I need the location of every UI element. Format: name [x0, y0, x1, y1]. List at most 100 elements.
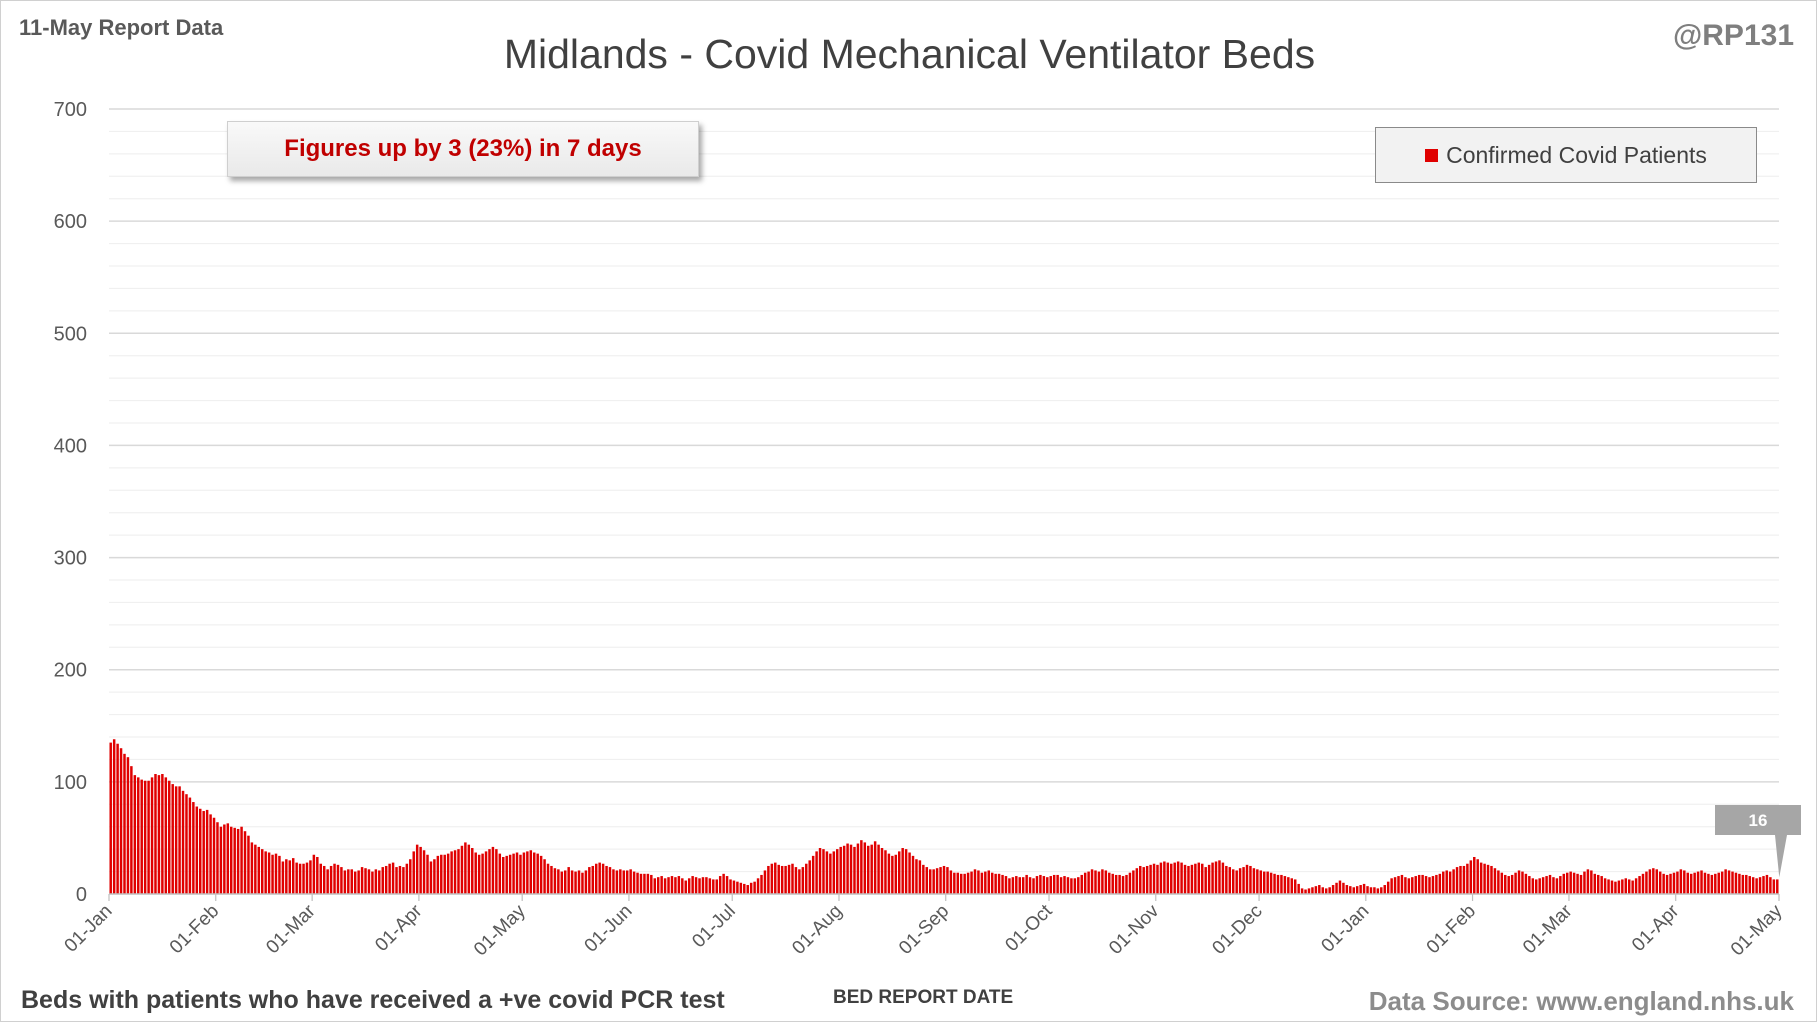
bar — [670, 876, 674, 894]
bar — [1572, 872, 1576, 894]
bar — [1610, 880, 1614, 894]
bar — [474, 852, 477, 894]
bar — [1156, 864, 1159, 894]
bar — [1490, 865, 1493, 894]
bar — [1311, 887, 1314, 894]
bar — [1163, 861, 1166, 894]
bar — [1283, 876, 1287, 894]
bar — [1476, 859, 1479, 894]
bar — [347, 869, 350, 894]
x-tick-label: 01-May — [1727, 900, 1787, 960]
bar — [780, 865, 784, 894]
bar — [897, 851, 901, 894]
bar — [1538, 878, 1541, 894]
bar — [715, 879, 718, 894]
bar — [477, 854, 481, 894]
bar — [484, 851, 488, 894]
bar — [281, 861, 285, 894]
bar — [1672, 872, 1676, 894]
bar — [415, 844, 419, 894]
bar — [770, 863, 774, 894]
bar — [663, 878, 667, 894]
bar — [467, 844, 471, 894]
bar — [1052, 874, 1056, 894]
bar — [326, 869, 329, 894]
bar — [935, 868, 939, 894]
bar — [867, 845, 870, 894]
bar — [1717, 872, 1720, 894]
bar — [1676, 871, 1679, 894]
bar — [1400, 874, 1404, 894]
bar — [749, 882, 753, 894]
bar — [894, 854, 898, 894]
bar — [963, 873, 966, 894]
bar — [1028, 877, 1032, 894]
bar — [818, 848, 822, 894]
bar — [849, 844, 853, 894]
bar — [553, 868, 557, 894]
bar — [274, 853, 278, 894]
bar — [1738, 873, 1741, 894]
bar — [1411, 877, 1414, 894]
bar — [453, 850, 457, 894]
bar — [1135, 868, 1139, 894]
bar — [1596, 874, 1600, 894]
bar — [357, 870, 360, 894]
bar — [1114, 874, 1118, 894]
bar — [791, 863, 794, 894]
bar — [577, 870, 581, 894]
bar — [1342, 882, 1345, 894]
bar — [1414, 876, 1417, 894]
bar — [1545, 876, 1548, 894]
bar — [805, 863, 808, 894]
bar — [1318, 885, 1321, 894]
bar — [419, 846, 422, 894]
bar — [557, 869, 560, 894]
bar — [1259, 870, 1263, 894]
x-tick-label: 01-Mar — [262, 900, 320, 958]
bar — [192, 802, 195, 894]
x-tick-label: 01-Aug — [788, 901, 846, 959]
bar — [374, 869, 378, 894]
last-value-label: 16 — [1749, 811, 1768, 830]
bar — [543, 859, 546, 894]
x-axis — [108, 893, 1780, 901]
bar — [1042, 876, 1046, 894]
bar — [1452, 869, 1455, 894]
bar — [956, 872, 960, 894]
bar — [1262, 871, 1266, 894]
bar — [460, 845, 464, 894]
bar — [987, 870, 991, 894]
bar — [171, 784, 174, 894]
bar — [202, 811, 205, 894]
bar — [1063, 876, 1066, 894]
bar — [928, 869, 932, 894]
bar — [436, 855, 440, 894]
report-date-label: 11-May Report Data — [19, 15, 224, 40]
bar — [440, 854, 443, 894]
bar — [529, 850, 533, 894]
bar — [1693, 872, 1696, 894]
bar — [1627, 879, 1631, 894]
bar — [701, 877, 705, 894]
bar — [990, 872, 994, 894]
bar — [1218, 860, 1221, 894]
bar — [1066, 877, 1070, 894]
bar — [832, 851, 836, 894]
bar — [1397, 876, 1400, 894]
bar — [515, 852, 519, 894]
bar — [1321, 887, 1325, 894]
bar — [1221, 862, 1225, 894]
bar — [1631, 880, 1634, 894]
bar — [1707, 873, 1710, 894]
x-tick-label: 01-Apr — [371, 900, 427, 956]
bar — [464, 842, 467, 894]
chart-title: Midlands - Covid Mechanical Ventilator B… — [503, 31, 1316, 77]
bar — [1634, 878, 1638, 894]
bar — [1641, 873, 1645, 894]
bar — [1703, 872, 1707, 894]
bar — [247, 835, 250, 894]
bar — [977, 870, 980, 894]
bar — [1056, 874, 1059, 894]
bar — [1772, 879, 1776, 894]
